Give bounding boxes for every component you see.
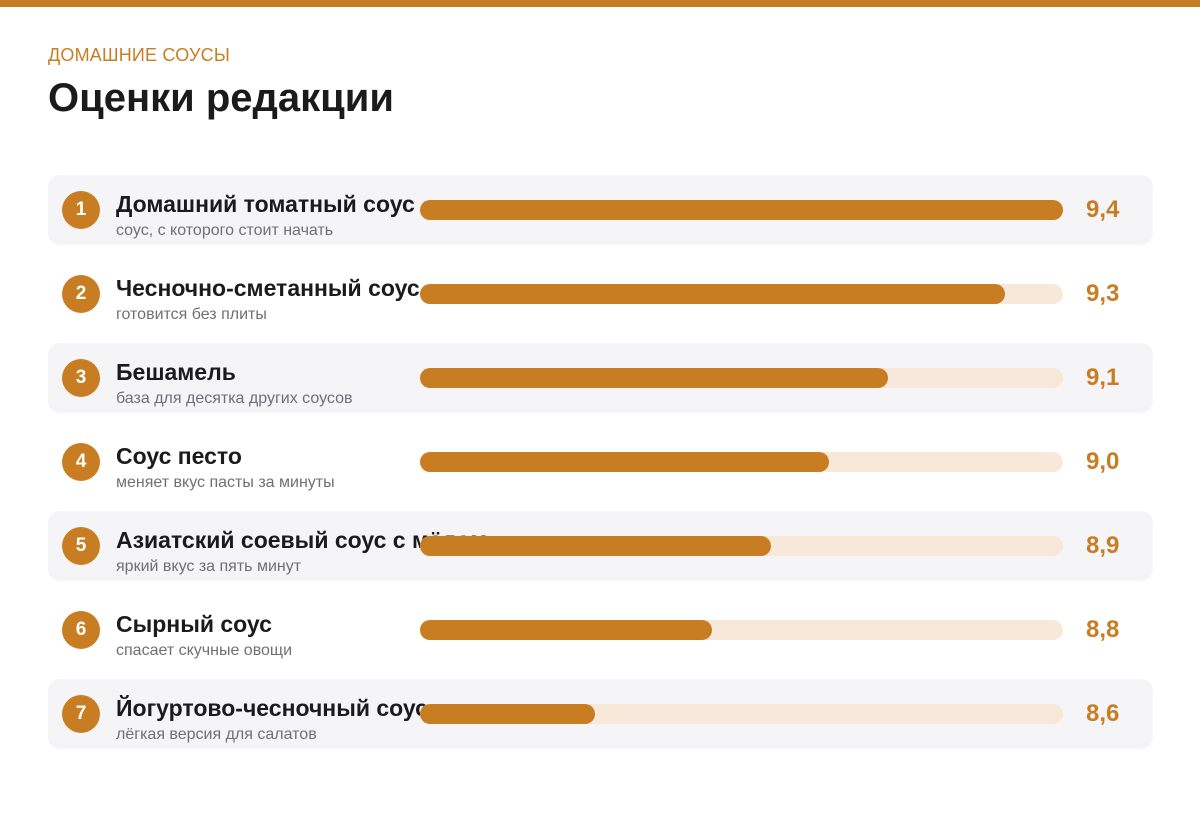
chart-row: 6 Сырный соус спасает скучные овощи 8,8	[48, 595, 1153, 665]
chart-row: 5 Азиатский соевый соус с мёдом яркий вкус…	[48, 511, 1153, 581]
top-accent-bar	[0, 0, 1200, 7]
sauce-name: Йогуртово-чесночный соус	[116, 695, 428, 721]
rank-badge: 4	[62, 443, 100, 481]
score-label: 9,4	[1086, 196, 1120, 223]
sauce-name: Соус песто	[116, 443, 242, 469]
sauce-subtitle: спасает скучные овощи	[116, 642, 293, 659]
sauce-subtitle: готовится без плиты	[116, 306, 267, 323]
bar-fill	[420, 536, 771, 556]
sauce-name: Бешамель	[116, 359, 236, 385]
rank-badge: 5	[62, 527, 100, 565]
bar-track	[420, 200, 1063, 220]
rank-badge: 3	[62, 359, 100, 397]
bar-fill	[420, 452, 829, 472]
score-label: 9,1	[1086, 364, 1120, 391]
score-label: 8,8	[1086, 616, 1120, 643]
chart-row: 7 Йогуртово-чесночный соус лёгкая версия д…	[48, 679, 1153, 749]
score-label: 9,3	[1086, 280, 1120, 307]
sauce-subtitle: яркий вкус за пять минут	[116, 558, 302, 575]
bar-fill	[420, 368, 888, 388]
chart-row: 4 Соус песто меняет вкус пасты за минуты 9,…	[48, 427, 1153, 497]
bar-fill	[420, 284, 1005, 304]
rank-badge: 1	[62, 191, 100, 229]
bar-track	[420, 284, 1063, 304]
rank-badge: 2	[62, 275, 100, 313]
sauce-name: Домашний томатный соус	[116, 191, 415, 217]
score-label: 8,9	[1086, 532, 1120, 559]
sauce-subtitle: лёгкая версия для салатов	[116, 726, 317, 743]
bar-fill	[420, 620, 712, 640]
bar-fill	[420, 200, 1063, 220]
bar-track	[420, 452, 1063, 472]
chart-row: 2 Чесночно-сметанный соус готовится без пл…	[48, 259, 1153, 329]
sauce-subtitle: соус, с которого стоит начать	[116, 222, 334, 239]
sauce-subtitle: меняет вкус пасты за минуты	[116, 474, 335, 491]
sauce-subtitle: база для десятка других соусов	[116, 390, 353, 407]
bar-track	[420, 536, 1063, 556]
sauce-name: Сырный соус	[116, 611, 272, 637]
chart-row: 1 Домашний томатный соус соус, с которого …	[48, 175, 1153, 245]
section-kicker: ДОМАШНИЕ СОУСЫ	[48, 45, 231, 65]
page-title: Оценки редакции	[48, 76, 394, 120]
score-label: 8,6	[1086, 700, 1120, 727]
score-label: 9,0	[1086, 448, 1120, 475]
rank-badge: 7	[62, 695, 100, 733]
bar-fill	[420, 704, 595, 724]
bar-track	[420, 368, 1063, 388]
sauce-name: Чесночно-сметанный соус	[116, 275, 420, 301]
bar-track	[420, 704, 1063, 724]
rank-badge: 6	[62, 611, 100, 649]
chart-row: 3 Бешамель база для десятка других соусов 9…	[48, 343, 1153, 413]
bar-track	[420, 620, 1063, 640]
